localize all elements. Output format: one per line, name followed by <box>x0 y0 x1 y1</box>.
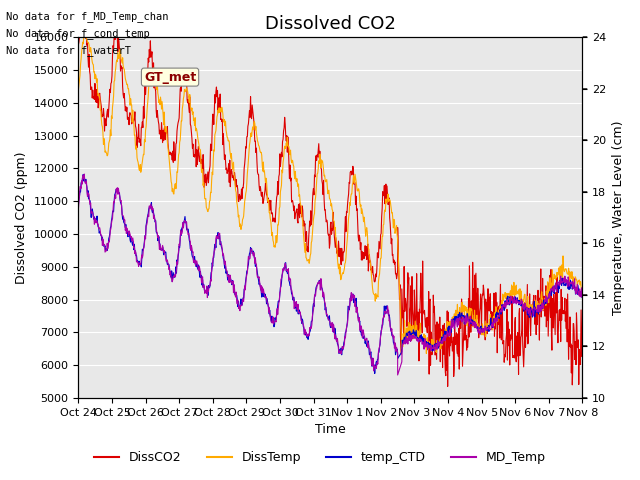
Text: No data for f_MD_Temp_chan: No data for f_MD_Temp_chan <box>6 11 169 22</box>
MD_Temp <box>310 308 317 313</box>
X-axis label: Time: Time <box>315 423 346 436</box>
DissCO2 <box>76 35 83 40</box>
temp_CTD <box>291 297 298 303</box>
MD_Temp <box>394 372 401 378</box>
MD_Temp <box>477 327 485 333</box>
Text: ─: ─ <box>582 35 587 40</box>
Text: GT_met: GT_met <box>144 71 196 84</box>
temp_CTD <box>579 292 586 298</box>
DissCO2 <box>129 120 137 126</box>
DissTemp <box>486 321 493 327</box>
DissTemp <box>291 171 298 177</box>
temp_CTD <box>75 202 83 207</box>
Line: DissCO2: DissCO2 <box>79 37 582 386</box>
Y-axis label: Dissolved CO2 (ppm): Dissolved CO2 (ppm) <box>15 151 28 284</box>
DissCO2 <box>291 203 298 209</box>
Text: ─: ─ <box>582 240 587 246</box>
temp_CTD <box>79 172 87 178</box>
temp_CTD <box>129 239 137 245</box>
temp_CTD <box>486 322 493 328</box>
Title: Dissolved CO2: Dissolved CO2 <box>265 15 396 33</box>
MD_Temp <box>435 340 442 346</box>
temp_CTD <box>477 327 485 333</box>
DissTemp <box>579 289 586 295</box>
DissCO2 <box>310 186 317 192</box>
DissCO2 <box>486 308 493 314</box>
Text: No data for f_cond_temp: No data for f_cond_temp <box>6 28 150 39</box>
DissCO2 <box>444 384 451 389</box>
Legend: DissCO2, DissTemp, temp_CTD, MD_Temp: DissCO2, DissTemp, temp_CTD, MD_Temp <box>89 446 551 469</box>
DissTemp <box>75 87 83 93</box>
Text: ─: ─ <box>582 292 587 298</box>
Line: temp_CTD: temp_CTD <box>79 175 582 373</box>
DissTemp <box>435 341 442 347</box>
temp_CTD <box>435 339 442 345</box>
DissCO2 <box>434 342 442 348</box>
DissTemp <box>310 216 317 222</box>
Line: MD_Temp: MD_Temp <box>79 174 582 375</box>
DissTemp <box>477 325 485 331</box>
MD_Temp <box>486 326 493 332</box>
Text: ─: ─ <box>582 86 587 92</box>
temp_CTD <box>371 371 379 376</box>
Text: ─: ─ <box>582 343 587 349</box>
temp_CTD <box>310 301 317 307</box>
DissCO2 <box>477 330 485 336</box>
DissCO2 <box>75 42 83 48</box>
DissTemp <box>129 119 137 125</box>
Line: DissTemp: DissTemp <box>79 37 582 354</box>
Text: ─: ─ <box>582 137 587 144</box>
Text: ─: ─ <box>582 395 587 401</box>
Text: ─: ─ <box>582 189 587 195</box>
Y-axis label: Temperature, Water Level (cm): Temperature, Water Level (cm) <box>612 120 625 315</box>
MD_Temp <box>75 206 83 212</box>
MD_Temp <box>291 306 298 312</box>
DissCO2 <box>579 331 586 337</box>
DissTemp <box>422 351 430 357</box>
MD_Temp <box>579 288 586 294</box>
MD_Temp <box>81 171 88 177</box>
MD_Temp <box>129 239 137 244</box>
DissTemp <box>80 35 88 40</box>
Text: No data for f_waterT: No data for f_waterT <box>6 45 131 56</box>
